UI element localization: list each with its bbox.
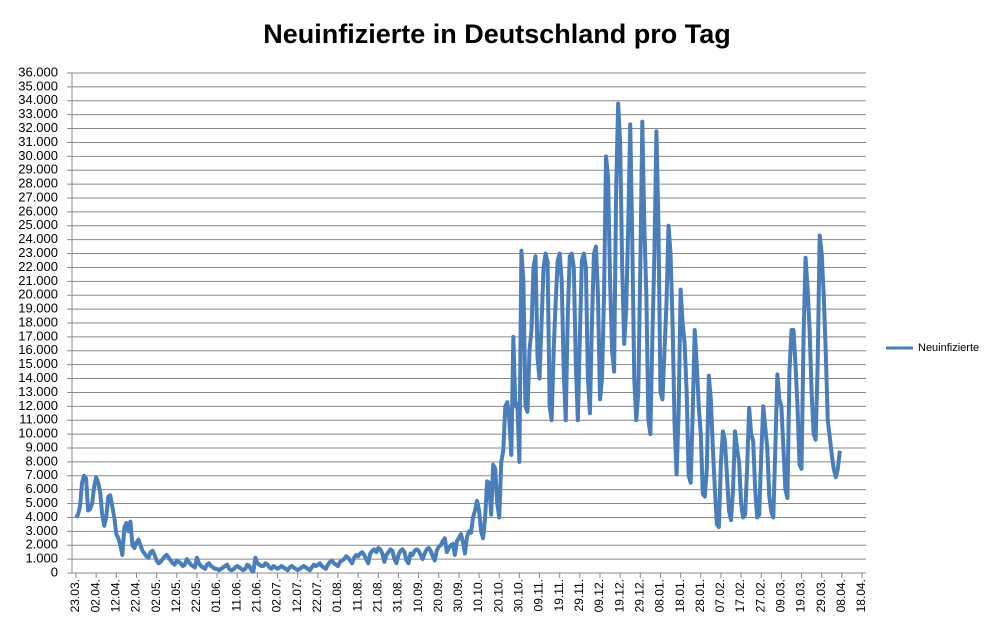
x-tick-label: 09.11. <box>532 579 546 611</box>
x-tick-label: 09.03. <box>774 579 788 612</box>
x-tick-label: 29.12. <box>632 579 646 612</box>
y-tick-label: 9.000 <box>25 439 58 454</box>
y-tick-label: 1.000 <box>25 551 58 566</box>
y-tick-label: 26.000 <box>18 203 58 218</box>
y-tick-label: 11.000 <box>19 412 58 427</box>
y-tick-label: 15.000 <box>18 356 58 371</box>
x-tick-label: 22.05. <box>189 579 203 612</box>
y-tick-label: 31.000 <box>18 134 58 149</box>
y-tick-label: 21.000 <box>18 273 58 288</box>
y-tick-label: 7.000 <box>25 467 58 482</box>
y-tick-label: 36.000 <box>18 64 58 79</box>
y-tick-label: 32.000 <box>18 120 58 135</box>
x-tick-label: 29.11. <box>572 579 586 611</box>
y-tick-label: 8.000 <box>25 453 58 468</box>
y-tick-label: 20.000 <box>18 287 58 302</box>
y-tick-label: 14.000 <box>18 370 58 385</box>
y-tick-label: 17.000 <box>18 328 58 343</box>
x-tick-label: 30.10. <box>512 579 526 612</box>
x-tick-label: 12.07. <box>290 579 304 612</box>
x-tick-label: 19.11. <box>552 579 566 611</box>
x-tick-label: 11.08. <box>350 579 364 611</box>
x-tick-label: 10.09. <box>411 579 425 612</box>
x-tick-label: 22.07. <box>310 579 324 612</box>
x-tick-label: 11.06. <box>229 579 243 611</box>
x-tick-label: 02.04. <box>88 579 102 612</box>
x-tick-label: 09.12. <box>592 579 606 612</box>
x-tick-label: 20.10. <box>491 579 505 612</box>
data-line <box>74 101 842 574</box>
x-tick-label: 08.01. <box>653 579 667 612</box>
x-tick-label: 30.09. <box>451 579 465 612</box>
x-tick-label: 28.01. <box>693 579 707 612</box>
y-tick-label: 27.000 <box>18 189 58 204</box>
x-tick-label: 08.04. <box>834 579 848 612</box>
y-tick-label: 4.000 <box>25 509 58 524</box>
y-tick-label: 12.000 <box>18 398 58 413</box>
x-tick-label: 22.04. <box>129 579 143 612</box>
chart-title: Neuinfizierte in Deutschland pro Tag <box>263 19 731 49</box>
x-tick-label: 20.09. <box>431 579 445 612</box>
x-tick-label: 12.05. <box>169 579 183 612</box>
x-tick-label: 19.03. <box>794 579 808 612</box>
legend-label: Neuinfizierte <box>918 342 979 354</box>
y-tick-label: 19.000 <box>18 301 58 316</box>
x-tick-label: 21.06. <box>250 579 264 612</box>
y-tick-label: 24.000 <box>18 231 58 246</box>
x-tick-label: 21.08. <box>370 579 384 612</box>
y-tick-label: 16.000 <box>18 342 58 357</box>
y-tick-label: 3.000 <box>25 523 58 538</box>
y-tick-label: 25.000 <box>18 217 58 232</box>
y-tick-label: 35.000 <box>18 78 58 93</box>
y-tick-label: 28.000 <box>18 176 58 191</box>
x-tick-label: 23.03. <box>68 579 82 612</box>
x-tick-label: 18.04. <box>854 579 868 612</box>
x-tick-label: 18.01. <box>673 579 687 612</box>
y-tick-label: 6.000 <box>25 481 58 496</box>
y-tick-label: 34.000 <box>18 92 58 107</box>
x-tick-label: 19.12. <box>612 579 626 612</box>
y-tick-label: 13.000 <box>18 384 58 399</box>
x-tick-label: 07.02. <box>713 579 727 612</box>
y-tick-label: 18.000 <box>18 314 58 329</box>
y-tick-label: 2.000 <box>25 537 58 552</box>
y-tick-label: 29.000 <box>18 162 58 177</box>
x-tick-label: 17.02. <box>733 579 747 612</box>
x-tick-label: 29.03. <box>814 579 828 612</box>
x-tick-label: 12.04. <box>108 579 122 612</box>
y-tick-label: 22.000 <box>18 259 58 274</box>
x-tick-label: 02.05. <box>149 579 163 612</box>
y-tick-label: 30.000 <box>18 148 58 163</box>
x-tick-label: 01.06. <box>209 579 223 612</box>
y-tick-label: 10.000 <box>18 426 58 441</box>
y-tick-label: 33.000 <box>18 106 58 121</box>
x-tick-label: 31.08. <box>391 579 405 612</box>
y-tick-label: 23.000 <box>18 245 58 260</box>
x-tick-label: 10.10. <box>471 579 485 612</box>
y-tick-label: 0 <box>51 564 58 579</box>
y-tick-label: 5.000 <box>25 495 58 510</box>
x-tick-label: 01.08. <box>330 579 344 612</box>
x-tick-label: 02.07. <box>270 579 284 612</box>
x-tick-label: 27.02. <box>753 579 767 612</box>
